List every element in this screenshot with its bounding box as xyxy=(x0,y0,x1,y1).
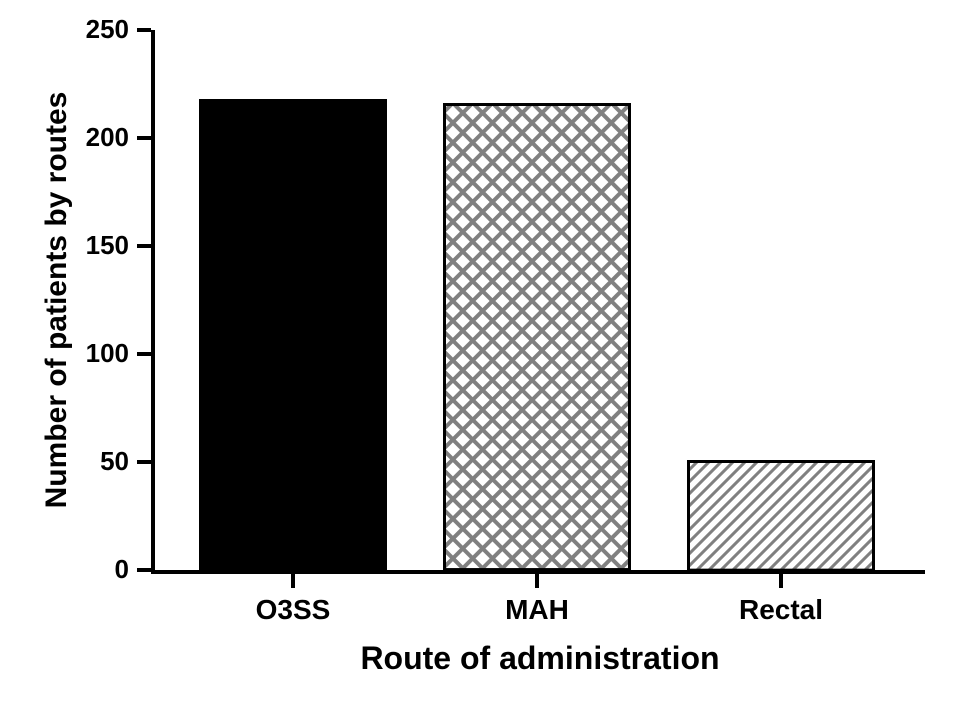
x-tick xyxy=(779,574,783,588)
y-tick xyxy=(137,244,151,248)
y-axis-title: Number of patients by routes xyxy=(40,30,74,570)
y-tick xyxy=(137,568,151,572)
bar-rectal xyxy=(687,460,875,570)
bar-o3ss xyxy=(199,99,387,570)
bar-chart: 050100150200250 O3SSMAHRectal Number of … xyxy=(0,0,980,708)
y-tick xyxy=(137,136,151,140)
bar-mah xyxy=(443,103,631,570)
y-tick xyxy=(137,460,151,464)
y-axis-line xyxy=(151,30,155,574)
x-tick xyxy=(291,574,295,588)
x-category-label: O3SS xyxy=(193,594,393,626)
x-category-label: Rectal xyxy=(681,594,881,626)
x-category-label: MAH xyxy=(437,594,637,626)
y-tick xyxy=(137,352,151,356)
x-axis-title: Route of administration xyxy=(155,640,925,677)
y-tick xyxy=(137,28,151,32)
x-tick xyxy=(535,574,539,588)
